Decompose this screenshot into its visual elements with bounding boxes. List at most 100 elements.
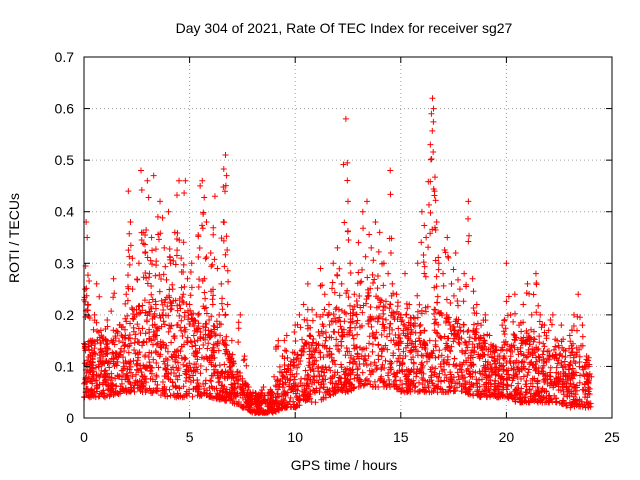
data-point bbox=[458, 335, 465, 342]
data-point bbox=[126, 261, 133, 268]
data-point bbox=[214, 265, 221, 272]
data-point bbox=[316, 332, 323, 339]
data-point bbox=[349, 306, 356, 313]
data-point bbox=[569, 375, 576, 382]
data-point bbox=[273, 383, 280, 390]
data-point bbox=[206, 317, 213, 324]
data-point bbox=[127, 340, 134, 347]
data-point bbox=[374, 285, 381, 292]
data-point bbox=[507, 347, 514, 354]
data-point bbox=[87, 367, 94, 374]
data-point bbox=[152, 272, 159, 279]
data-point bbox=[347, 302, 354, 309]
data-point bbox=[182, 177, 189, 184]
data-point bbox=[238, 386, 245, 393]
data-point bbox=[395, 325, 402, 332]
data-point bbox=[333, 342, 340, 349]
data-point bbox=[150, 387, 157, 394]
data-point bbox=[354, 331, 361, 338]
data-point bbox=[581, 373, 588, 380]
data-point bbox=[160, 318, 167, 325]
data-point bbox=[82, 347, 89, 354]
data-point bbox=[536, 354, 543, 361]
data-point bbox=[311, 373, 318, 380]
data-point bbox=[202, 380, 209, 387]
data-point bbox=[319, 282, 326, 289]
data-point bbox=[531, 349, 538, 356]
data-point bbox=[537, 311, 544, 318]
data-point bbox=[460, 321, 467, 328]
data-point bbox=[489, 368, 496, 375]
data-point bbox=[110, 338, 117, 345]
data-point bbox=[366, 231, 373, 238]
data-point bbox=[185, 367, 192, 374]
data-point bbox=[508, 343, 515, 350]
data-point bbox=[307, 333, 314, 340]
data-point bbox=[87, 358, 94, 365]
data-point bbox=[197, 362, 204, 369]
data-point bbox=[221, 361, 228, 368]
data-point bbox=[572, 360, 579, 367]
data-point bbox=[359, 369, 366, 376]
data-point bbox=[210, 344, 217, 351]
data-point bbox=[467, 383, 474, 390]
data-point bbox=[225, 278, 232, 285]
data-point bbox=[321, 291, 328, 298]
data-point bbox=[213, 368, 220, 375]
data-point bbox=[430, 347, 437, 354]
data-point bbox=[111, 341, 118, 348]
data-point bbox=[418, 307, 425, 314]
data-point bbox=[93, 377, 100, 384]
data-point bbox=[337, 374, 344, 381]
data-point bbox=[110, 275, 117, 282]
data-point bbox=[456, 376, 463, 383]
data-point bbox=[126, 331, 133, 338]
data-point bbox=[373, 304, 380, 311]
data-point bbox=[148, 291, 155, 298]
data-point bbox=[475, 351, 482, 358]
data-point bbox=[295, 361, 302, 368]
data-point bbox=[90, 368, 97, 375]
data-point bbox=[585, 363, 592, 370]
data-point bbox=[523, 377, 530, 384]
data-point bbox=[480, 362, 487, 369]
data-point bbox=[222, 337, 229, 344]
data-point bbox=[276, 381, 283, 388]
data-point bbox=[347, 260, 354, 267]
data-point bbox=[166, 386, 173, 393]
data-point bbox=[167, 392, 174, 399]
data-point bbox=[383, 333, 390, 340]
data-point bbox=[470, 347, 477, 354]
data-point bbox=[301, 375, 308, 382]
data-point bbox=[568, 374, 575, 381]
data-point bbox=[491, 358, 498, 365]
data-point bbox=[207, 377, 214, 384]
data-point bbox=[152, 298, 159, 305]
data-point bbox=[136, 384, 143, 391]
data-point bbox=[562, 347, 569, 354]
data-point bbox=[576, 359, 583, 366]
data-point bbox=[409, 382, 416, 389]
data-point bbox=[456, 286, 463, 293]
data-point bbox=[283, 348, 290, 355]
data-point bbox=[127, 369, 134, 376]
data-point bbox=[122, 315, 129, 322]
data-point bbox=[173, 236, 180, 243]
data-point bbox=[102, 378, 109, 385]
data-point bbox=[408, 315, 415, 322]
data-point bbox=[200, 342, 207, 349]
data-point bbox=[408, 378, 415, 385]
data-point bbox=[85, 301, 92, 308]
data-point bbox=[181, 314, 188, 321]
data-point bbox=[518, 375, 525, 382]
data-point bbox=[567, 338, 574, 345]
data-point bbox=[120, 359, 127, 366]
data-point bbox=[382, 357, 389, 364]
data-point bbox=[521, 394, 528, 401]
data-point bbox=[433, 273, 440, 280]
data-point bbox=[400, 327, 407, 334]
data-point bbox=[495, 380, 502, 387]
data-point bbox=[555, 344, 562, 351]
data-point bbox=[161, 321, 168, 328]
